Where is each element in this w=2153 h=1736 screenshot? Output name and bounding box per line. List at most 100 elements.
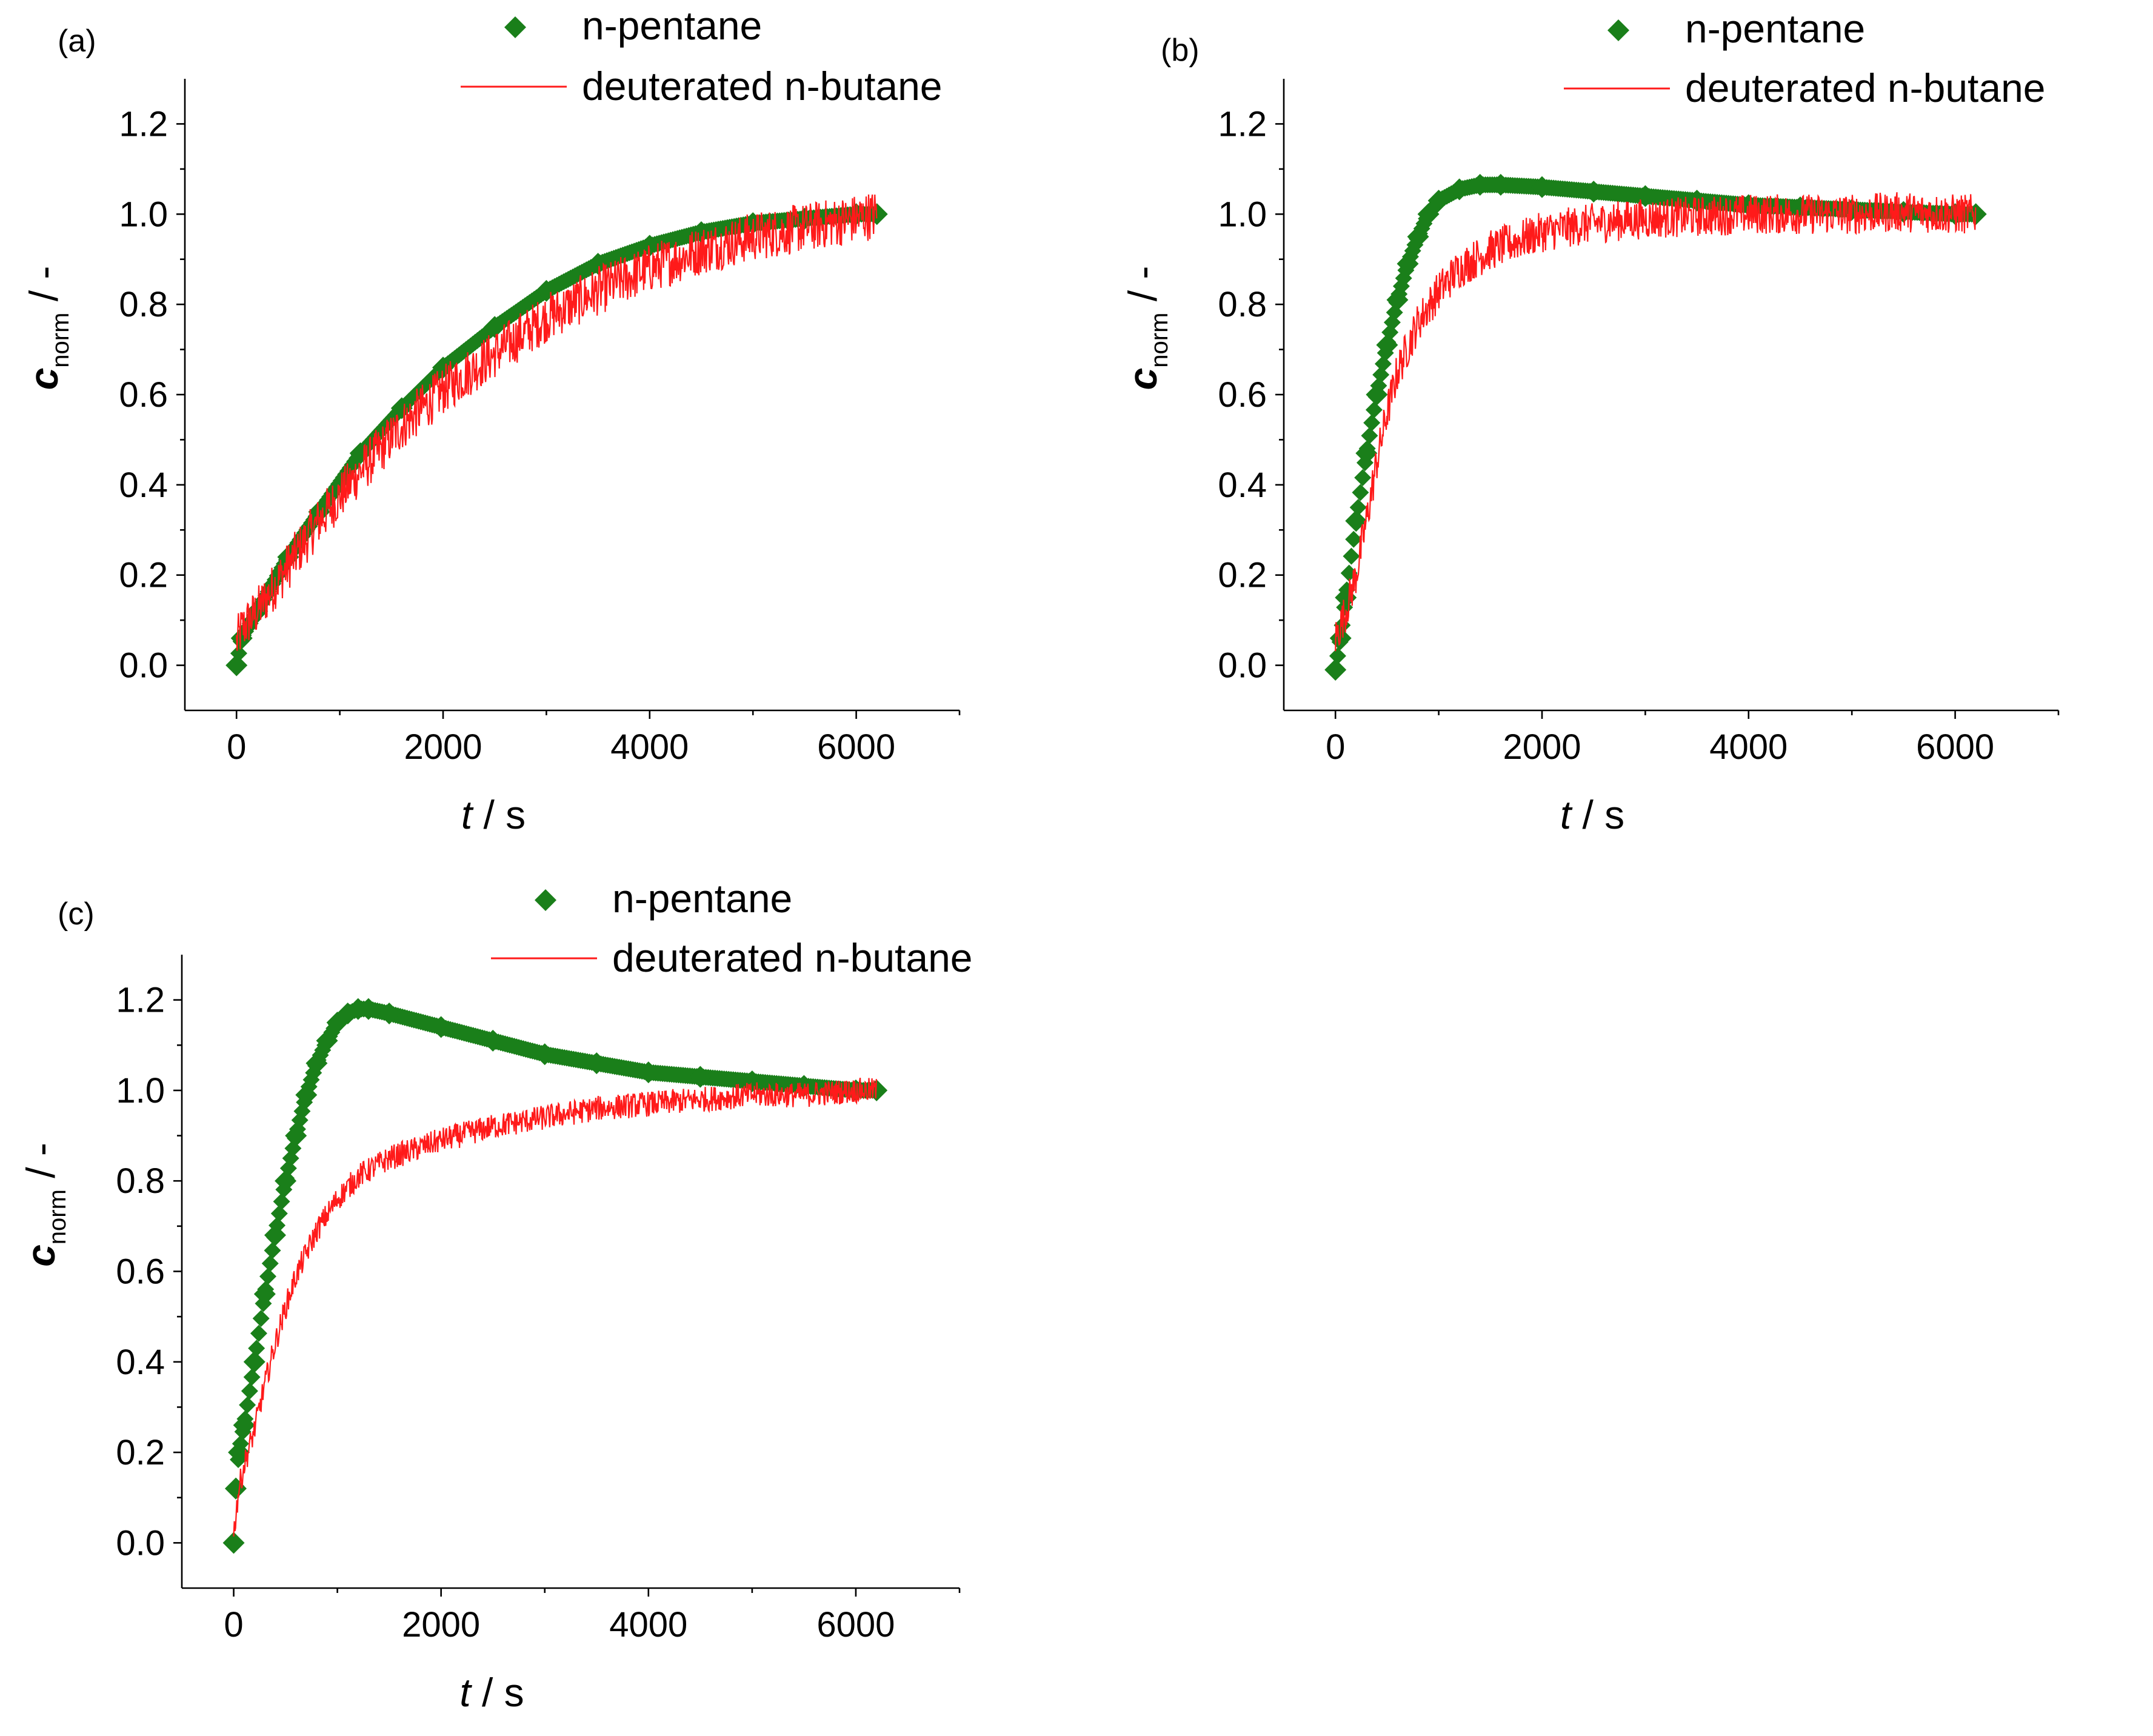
n-pentane-point (533, 1043, 556, 1066)
n-pentane-point (357, 998, 379, 1020)
series-n-pentane (222, 998, 888, 1554)
y-axis-title-sub: norm (44, 1189, 71, 1244)
n-pentane-point (264, 1224, 286, 1246)
y-axis-title-sub: norm (1146, 313, 1173, 368)
y-tick-label: 1.2 (116, 981, 165, 1020)
y-tick-label: 1.0 (1218, 195, 1267, 234)
y-tick-label: 0.8 (116, 1161, 165, 1201)
panel-label: (b) (1161, 33, 1200, 68)
n-pentane-point (1531, 176, 1553, 198)
n-pentane-markers (1327, 176, 1983, 679)
y-tick-label: 0.4 (116, 1343, 165, 1382)
legend-n-pentane-marker (535, 889, 556, 911)
n-pentane-point (225, 654, 248, 676)
y-tick-label: 0.0 (119, 646, 168, 686)
n-pentane-point (1427, 189, 1450, 212)
y-axis-title: cnorm / - (21, 266, 74, 390)
x-tick-label: 2000 (404, 727, 482, 767)
n-pentane-point (586, 1052, 608, 1075)
legend-n-pentane-marker (1607, 19, 1629, 41)
panel-label: (a) (58, 24, 96, 59)
y-tick-label: 1.0 (119, 195, 168, 234)
n-pentane-point (253, 1283, 276, 1305)
series-deuterated-n-butane (233, 1078, 877, 1537)
x-tick-label: 0 (1326, 727, 1345, 767)
n-pentane-point (228, 1441, 250, 1464)
n-pentane-point (637, 1061, 659, 1084)
n-pentane-point (378, 1003, 401, 1025)
legend-n-pentane-marker (504, 16, 526, 38)
y-tick-label: 0.0 (1218, 646, 1267, 686)
x-tick-label: 0 (224, 1605, 243, 1644)
x-axis-title-unit: / s (472, 792, 526, 837)
y-axis-title-var: c (1120, 368, 1165, 390)
x-axis-title-unit: / s (471, 1670, 524, 1715)
deuterated-n-butane-line (236, 194, 878, 651)
n-pentane-point (484, 316, 506, 338)
x-tick-label: 4000 (1709, 727, 1787, 767)
n-pentane-point (1355, 442, 1378, 464)
n-pentane-point (316, 1029, 338, 1052)
y-tick-label: 0.4 (1218, 466, 1267, 505)
legend-butane-label: deuterated n-butane (1685, 65, 2045, 110)
n-pentane-point (1386, 289, 1409, 311)
series-deuterated-n-butane (236, 194, 878, 651)
x-tick-label: 0 (227, 727, 246, 767)
x-axis-title: t / s (1560, 792, 1624, 837)
y-axis-title-unit: / - (21, 266, 66, 313)
legend: n-pentane deuterated n-butane (491, 876, 972, 980)
n-pentane-point (224, 1477, 247, 1500)
legend-n-pentane-label: n-pentane (612, 876, 792, 921)
n-pentane-point (1397, 253, 1419, 275)
x-axis-title-unit: / s (1571, 792, 1624, 837)
n-pentane-point (305, 1052, 328, 1075)
x-axis-title-var: t (461, 792, 474, 837)
series-n-pentane (1324, 173, 1987, 681)
n-pentane-point (1366, 384, 1388, 406)
y-axis-title: cnorm / - (1120, 266, 1173, 390)
legend-butane-label: deuterated n-butane (582, 64, 942, 109)
y-tick-label: 0.0 (116, 1523, 165, 1563)
n-pentane-point (308, 501, 330, 523)
legend-n-pentane-label: n-pentane (1685, 6, 1865, 51)
y-axis-title: cnorm / - (18, 1143, 71, 1267)
n-pentane-markers (228, 205, 884, 674)
y-tick-label: 0.2 (119, 556, 168, 595)
legend-butane-label: deuterated n-butane (612, 935, 972, 980)
n-pentane-point (285, 1124, 307, 1147)
n-pentane-point (222, 1532, 245, 1554)
chart-panel-0: (a) 0 2000 4000 6000 0.0 0.2 0.4 0.6 0.8 1.0 1.2 t /… (21, 3, 961, 837)
n-pentane-point (1407, 225, 1429, 248)
y-tick-label: 0.8 (119, 285, 168, 324)
n-pentane-point (233, 1414, 255, 1437)
n-pentane-point (1489, 173, 1512, 196)
y-tick-label: 1.2 (1218, 104, 1267, 144)
x-tick-label: 6000 (1916, 727, 1994, 767)
deuterated-n-butane-line (233, 1078, 877, 1537)
y-tick-label: 1.0 (116, 1071, 165, 1110)
n-pentane-point (1469, 173, 1491, 196)
x-tick-label: 4000 (609, 1605, 687, 1644)
n-pentane-point (243, 1350, 265, 1373)
series-deuterated-n-butane (1335, 192, 1977, 652)
series-n-pentane (225, 203, 888, 676)
x-tick-label: 2000 (402, 1605, 480, 1644)
n-pentane-point (430, 1016, 452, 1038)
y-tick-label: 0.8 (1218, 285, 1267, 324)
y-axis-title-unit: / - (18, 1143, 63, 1189)
y-tick-label: 0.4 (119, 466, 168, 505)
y-tick-label: 0.6 (1218, 375, 1267, 415)
x-axis-title-var: t (1560, 792, 1573, 837)
x-tick-label: 4000 (610, 727, 689, 767)
x-axis-title-var: t (459, 1670, 472, 1715)
x-tick-label: 2000 (1503, 727, 1581, 767)
legend: n-pentane deuterated n-butane (1564, 6, 2045, 110)
chart-panel-1: (b) 0 2000 4000 6000 0.0 0.2 0.4 0.6 0.8 1.0 1.2 t /… (1120, 6, 2060, 837)
n-pentane-point (482, 1029, 504, 1052)
panel-label: (c) (58, 896, 95, 932)
chart-panel-2: (c) 0 2000 4000 6000 0.0 0.2 0.4 0.6 0.8 1.0 1.2 t /… (18, 876, 972, 1715)
n-pentane-point (295, 1084, 318, 1106)
y-axis-title-unit: / - (1120, 266, 1165, 313)
n-pentane-point (1417, 203, 1440, 225)
